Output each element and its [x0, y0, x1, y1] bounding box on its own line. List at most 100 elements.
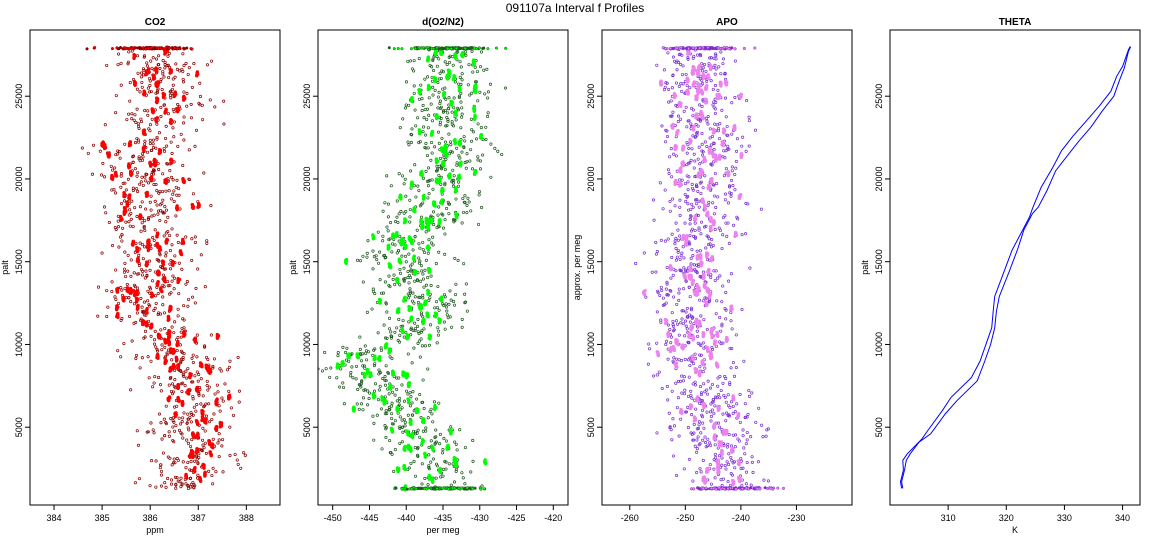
data-point — [129, 217, 133, 221]
data-point — [164, 107, 168, 111]
data-point — [422, 193, 426, 198]
data-point — [173, 90, 177, 94]
data-point — [211, 482, 215, 486]
data-point — [714, 54, 718, 58]
data-point — [190, 258, 194, 262]
data-point — [421, 272, 425, 276]
data-point — [141, 310, 145, 314]
data-point — [433, 306, 437, 310]
data-point — [665, 384, 669, 389]
data-point — [0, 487, 1, 490]
data-point — [0, 488, 1, 491]
data-point — [148, 268, 152, 272]
data-point — [476, 222, 481, 226]
data-point — [682, 467, 686, 471]
data-point — [180, 483, 184, 487]
data-point — [682, 375, 686, 379]
data-point — [680, 178, 684, 182]
data-point — [460, 115, 464, 119]
data-point — [708, 410, 713, 414]
data-point — [178, 249, 183, 253]
data-point — [419, 311, 423, 315]
data-point — [398, 333, 402, 337]
data-point — [175, 67, 179, 71]
data-point — [696, 263, 700, 267]
data-point — [723, 374, 727, 379]
data-point — [420, 170, 424, 174]
data-point — [671, 454, 675, 458]
data-point — [381, 209, 385, 213]
data-point — [140, 152, 144, 156]
data-point — [0, 487, 1, 490]
data-point — [482, 68, 486, 72]
data-point — [103, 123, 107, 127]
data-point — [747, 144, 751, 148]
data-point — [402, 463, 407, 468]
data-point — [197, 372, 201, 377]
data-point — [0, 487, 1, 490]
data-point — [410, 299, 414, 303]
data-point — [724, 149, 728, 153]
data-point — [417, 87, 422, 92]
data-point — [666, 398, 670, 402]
data-point — [756, 460, 760, 464]
data-point — [196, 201, 201, 206]
data-point — [376, 230, 380, 234]
data-point — [152, 308, 156, 313]
data-point — [403, 484, 408, 488]
data-point — [148, 83, 152, 87]
data-point — [677, 84, 681, 88]
data-point — [418, 435, 422, 439]
data-point — [699, 220, 704, 224]
data-point — [730, 132, 734, 136]
data-point — [741, 428, 745, 432]
data-point — [407, 381, 412, 385]
data-point — [690, 182, 694, 186]
data-point — [155, 203, 159, 207]
data-point — [471, 130, 476, 134]
data-point — [450, 150, 454, 154]
data-point — [465, 211, 469, 215]
data-point — [694, 122, 698, 126]
data-point — [696, 53, 700, 57]
data-point — [691, 108, 695, 112]
data-point — [477, 190, 482, 194]
data-point — [0, 486, 1, 489]
x-tick-label: -260 — [621, 513, 639, 523]
data-point — [176, 47, 180, 51]
data-point — [335, 362, 340, 366]
data-point — [682, 256, 686, 260]
data-point — [709, 419, 713, 423]
data-point — [724, 400, 728, 404]
data-point — [421, 378, 425, 382]
data-point — [718, 274, 722, 278]
data-point — [436, 80, 440, 85]
data-point — [395, 387, 399, 391]
data-point — [421, 293, 425, 297]
data-point — [136, 54, 140, 58]
data-point — [730, 169, 734, 173]
data-point — [716, 384, 720, 388]
data-point — [336, 354, 340, 358]
data-point — [421, 240, 425, 244]
data-point — [706, 258, 710, 262]
data-point — [677, 298, 681, 302]
data-point — [463, 201, 467, 205]
data-point — [493, 146, 497, 150]
data-point — [668, 288, 672, 292]
data-point — [738, 392, 742, 397]
data-point — [442, 436, 446, 440]
data-point — [410, 180, 414, 184]
data-point — [391, 385, 395, 389]
data-point — [665, 81, 669, 85]
data-point — [395, 276, 399, 281]
data-point — [395, 399, 399, 403]
data-point — [432, 200, 436, 204]
x-axis-label: per meg — [426, 525, 459, 535]
data-point — [434, 157, 439, 161]
data-point — [191, 353, 195, 357]
data-point — [0, 487, 1, 490]
data-point — [685, 125, 689, 129]
data-point — [153, 306, 157, 310]
data-point — [357, 407, 361, 411]
